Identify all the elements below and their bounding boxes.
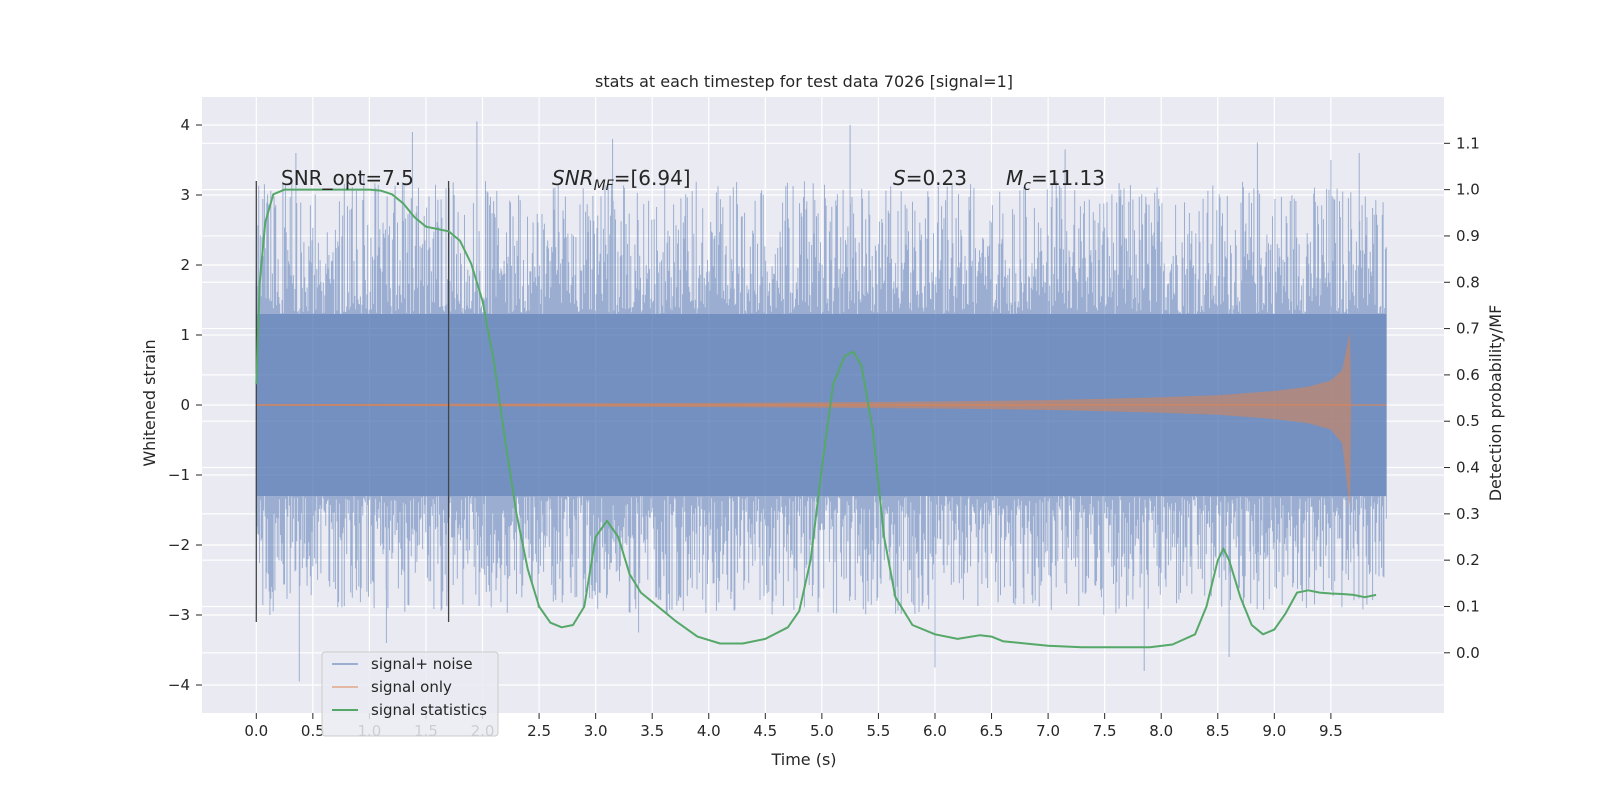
y-tick-label: −3: [168, 606, 190, 624]
y2-tick-label: 1.0: [1456, 181, 1480, 199]
x-tick-label: 6.5: [980, 722, 1004, 740]
x-tick-label: 6.0: [923, 722, 947, 740]
y-tick-label: 3: [180, 186, 190, 204]
plot-area: 0.00.51.01.52.02.53.03.54.04.55.05.56.06…: [168, 97, 1480, 740]
annotation-mc-rest: =11.13: [1031, 166, 1105, 190]
y-tick-label: −2: [168, 536, 190, 554]
x-tick-label: 5.0: [810, 722, 834, 740]
y2-tick-label: 0.3: [1456, 505, 1480, 523]
annotation-snr-mf-main: SNR: [552, 166, 594, 190]
legend: signal+ noise signal only signal statist…: [321, 651, 499, 737]
annotation-snr-opt: SNR_opt=7.5: [281, 166, 414, 190]
y-tick-label: −4: [168, 676, 190, 694]
y2-tick-label: 0.6: [1456, 366, 1480, 384]
annotation-snr-mf-rest: =[6.94]: [614, 166, 691, 190]
chart-title: stats at each timestep for test data 702…: [595, 72, 1013, 91]
y2-tick-label: 0.9: [1456, 227, 1480, 245]
annotation-s-rest: =0.23: [906, 166, 967, 190]
annotation-mc-main: M: [1006, 166, 1023, 190]
x-tick-label: 9.5: [1319, 722, 1343, 740]
legend-label-signal-only: signal only: [371, 678, 452, 696]
y2-tick-label: 0.0: [1456, 644, 1480, 662]
x-tick-label: 3.5: [640, 722, 664, 740]
legend-label-signal-noise: signal+ noise: [371, 655, 473, 673]
y2-tick-label: 0.4: [1456, 459, 1480, 477]
y2-tick-label: 0.2: [1456, 551, 1480, 569]
x-tick-label: 3.0: [584, 722, 608, 740]
signal-statistics-line: [255, 188, 1377, 649]
x-tick-label: 5.5: [866, 722, 890, 740]
y-tick-label: 2: [180, 256, 190, 274]
y-tick-label: 4: [180, 116, 190, 134]
x-tick-label: 4.5: [753, 722, 777, 740]
annotation-s-main: S: [893, 166, 906, 190]
annotation-s: S=0.23: [893, 166, 967, 190]
y2-axis-label: Detection probability/MF: [1486, 305, 1505, 502]
legend-label-signal-statistics: signal statistics: [371, 701, 487, 719]
x-tick-label: 8.5: [1206, 722, 1230, 740]
x-tick-label: 2.5: [527, 722, 551, 740]
x-tick-label: 7.5: [1093, 722, 1117, 740]
y-tick-label: 0: [180, 396, 190, 414]
y-tick-label: 1: [180, 326, 190, 344]
y-tick-label: −1: [168, 466, 190, 484]
x-tick-label: 0.0: [244, 722, 268, 740]
y2-tick-label: 1.1: [1456, 134, 1480, 152]
legend-box: [321, 651, 499, 737]
y2-tick-label: 0.1: [1456, 597, 1480, 615]
annotation-mc: Mc=11.13: [1006, 166, 1105, 194]
x-tick-label: 7.0: [1036, 722, 1060, 740]
x-tick-label: 8.0: [1149, 722, 1173, 740]
y2-tick-label: 0.5: [1456, 412, 1480, 430]
y2-tick-label: 0.7: [1456, 320, 1480, 338]
x-axis-label: Time (s): [770, 750, 836, 769]
x-tick-label: 4.0: [697, 722, 721, 740]
annotation-snr-mf: SNRMF=[6.94]: [552, 166, 691, 194]
y2-tick-label: 0.8: [1456, 273, 1480, 291]
annotation-snr-mf-sub: MF: [594, 178, 615, 194]
x-tick-label: 0.5: [301, 722, 325, 740]
annotation-mc-sub: c: [1023, 178, 1031, 194]
x-tick-label: 9.0: [1262, 722, 1286, 740]
y-axis-label: Whitened strain: [140, 339, 159, 466]
